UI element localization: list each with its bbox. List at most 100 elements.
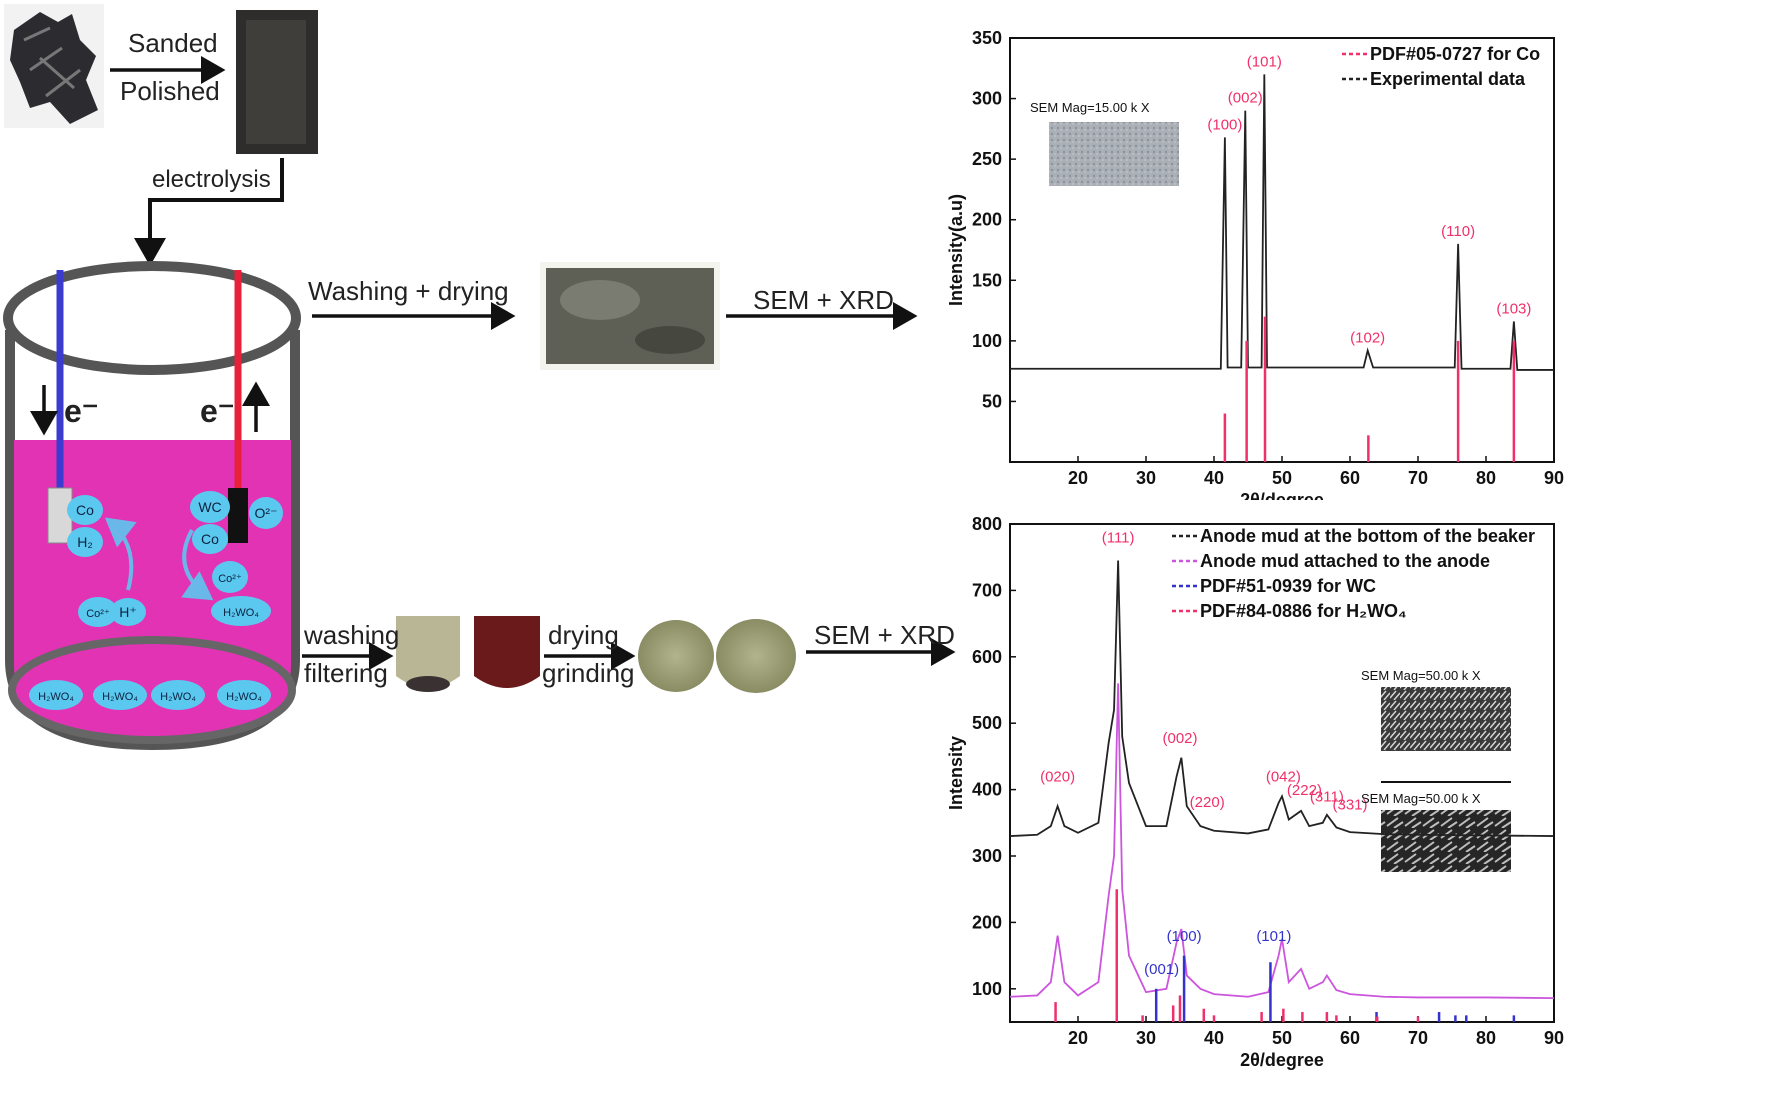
- sem-inset-bottom-mud: [1381, 687, 1511, 751]
- washed-plate-photo: [540, 262, 720, 370]
- species-bubble: [67, 527, 103, 557]
- y-tick-label: 350: [972, 28, 1002, 48]
- sem-inset-label: SEM Mag=50.00 k X: [1361, 791, 1481, 806]
- tubes-photo: [394, 616, 542, 694]
- bottom-species-label: H₂WO₄: [226, 691, 262, 703]
- migration-arrow-right: [181, 529, 214, 601]
- peak-label: (102): [1350, 330, 1385, 347]
- x-axis-label: 2θ/degree: [1240, 490, 1324, 500]
- species-label: O²⁻: [255, 505, 278, 521]
- washing-label: washing: [304, 620, 400, 650]
- x-tick-label: 90: [1544, 1028, 1564, 1048]
- peak-label: (100): [1207, 116, 1242, 133]
- series-line: [1009, 560, 1555, 837]
- y-tick-label: 100: [972, 979, 1002, 999]
- y-tick-label: 300: [972, 89, 1002, 109]
- bottom-species-label: H₂WO₄: [38, 691, 74, 703]
- x-tick-label: 80: [1476, 468, 1496, 488]
- species-bubble: [212, 561, 248, 593]
- peak-label: (101): [1247, 53, 1282, 70]
- peak-label: (110): [1441, 223, 1475, 240]
- x-tick-label: 50: [1272, 468, 1292, 488]
- series-line: [1009, 683, 1555, 999]
- polished-plate-image: [236, 10, 318, 154]
- sem-inset-co: [1049, 122, 1179, 186]
- y-tick-label: 700: [972, 580, 1002, 600]
- x-tick-label: 70: [1408, 468, 1428, 488]
- species-label: H⁺: [119, 604, 137, 620]
- y-tick-label: 200: [972, 912, 1002, 932]
- cathode-plate: [47, 487, 73, 544]
- peak-label: (222): [1287, 782, 1322, 799]
- legend-entry: Anode mud attached to the anode: [1200, 551, 1490, 571]
- filtering-label: filtering: [304, 658, 388, 688]
- drying-label: drying: [548, 620, 619, 650]
- y-tick-label: 50: [982, 391, 1002, 411]
- anode-plate: [228, 488, 248, 543]
- bottom-species-bubble: [93, 680, 147, 710]
- x-tick-label: 60: [1340, 468, 1360, 488]
- polished-label: Polished: [120, 76, 220, 106]
- xrd-chart-co: 20 30 40 50 60 70 80 90 50 100 150 200 250 300 350 2θ/d…: [946, 28, 1564, 500]
- peak-label: (220): [1190, 794, 1225, 811]
- x-tick-label: 20: [1068, 468, 1088, 488]
- legend-entry: PDF#51-0939 for WC: [1200, 576, 1376, 596]
- electrolysis-label: electrolysis: [152, 166, 271, 193]
- legend-entry: PDF#05-0727 for Co: [1370, 44, 1540, 64]
- peak-label: (331): [1332, 796, 1367, 813]
- species-bubble: [249, 497, 283, 529]
- washing-drying-label: Washing + drying: [308, 276, 509, 306]
- sem-inset-label: SEM Mag=15.00 k X: [1030, 100, 1150, 115]
- y-tick-label: 600: [972, 647, 1002, 667]
- cobalt-raw-image: [4, 4, 104, 128]
- species-bubble: [110, 598, 146, 626]
- species-label: Co²⁺: [218, 573, 242, 585]
- species-bubble: [78, 597, 118, 627]
- y-tick-label: 400: [972, 780, 1002, 800]
- sem-xrd-top-label: SEM + XRD: [753, 285, 894, 315]
- legend-entry: Anode mud at the bottom of the beaker: [1200, 526, 1535, 546]
- x-tick-label: 90: [1544, 468, 1564, 488]
- peak-label: (111): [1102, 530, 1135, 547]
- xrd-chart-anode-mud: 20 30 40 50 60 70 80 90 100 200 300 400 500 600 700 800…: [946, 514, 1564, 1070]
- sem-xrd-bottom-label: SEM + XRD: [814, 620, 955, 650]
- y-tick-label: 150: [972, 270, 1002, 290]
- species-bubble: [67, 495, 103, 525]
- y-tick-label: 200: [972, 210, 1002, 230]
- peak-label: (002): [1228, 90, 1263, 107]
- species-label: Co: [201, 531, 219, 547]
- x-tick-label: 70: [1408, 1028, 1428, 1048]
- species-bubble: [192, 524, 228, 554]
- series-line: [1010, 74, 1554, 371]
- y-tick-label: 500: [972, 713, 1002, 733]
- y-axis-label: Intensity(a.u): [946, 194, 966, 306]
- legend-entry: Experimental data: [1370, 69, 1526, 89]
- electron-label-left: e⁻: [64, 393, 99, 429]
- species-label: WC: [198, 499, 221, 515]
- y-tick-label: 800: [972, 514, 1002, 534]
- y-axis-label: Intensity: [946, 736, 966, 810]
- y-tick-label: 250: [972, 149, 1002, 169]
- peak-label: (103): [1496, 300, 1531, 317]
- peak-label: (001): [1144, 961, 1179, 978]
- electron-label-right: e⁻: [200, 393, 235, 429]
- bottom-species-label: H₂WO₄: [102, 691, 138, 703]
- bottom-species-bubble: [29, 680, 83, 710]
- x-axis-label: 2θ/degree: [1240, 1050, 1324, 1070]
- y-tick-label: 300: [972, 846, 1002, 866]
- species-label: H₂WO₄: [223, 607, 259, 619]
- x-tick-label: 40: [1204, 468, 1224, 488]
- powder-photo: [636, 616, 796, 694]
- species-label: H₂: [77, 534, 93, 550]
- bottom-species-bubble: [151, 680, 205, 710]
- peak-label: (101): [1256, 928, 1291, 945]
- legend-entry: PDF#84-0886 for H₂WO₄: [1200, 601, 1407, 621]
- migration-arrow-left: [104, 517, 137, 591]
- peak-label: (002): [1162, 730, 1197, 747]
- electrolysis-arrow: [134, 158, 284, 266]
- peak-label: (042): [1266, 769, 1301, 786]
- bottom-species-label: H₂WO₄: [160, 691, 196, 703]
- peak-label: (100): [1167, 928, 1202, 945]
- species-bubble: [211, 596, 271, 626]
